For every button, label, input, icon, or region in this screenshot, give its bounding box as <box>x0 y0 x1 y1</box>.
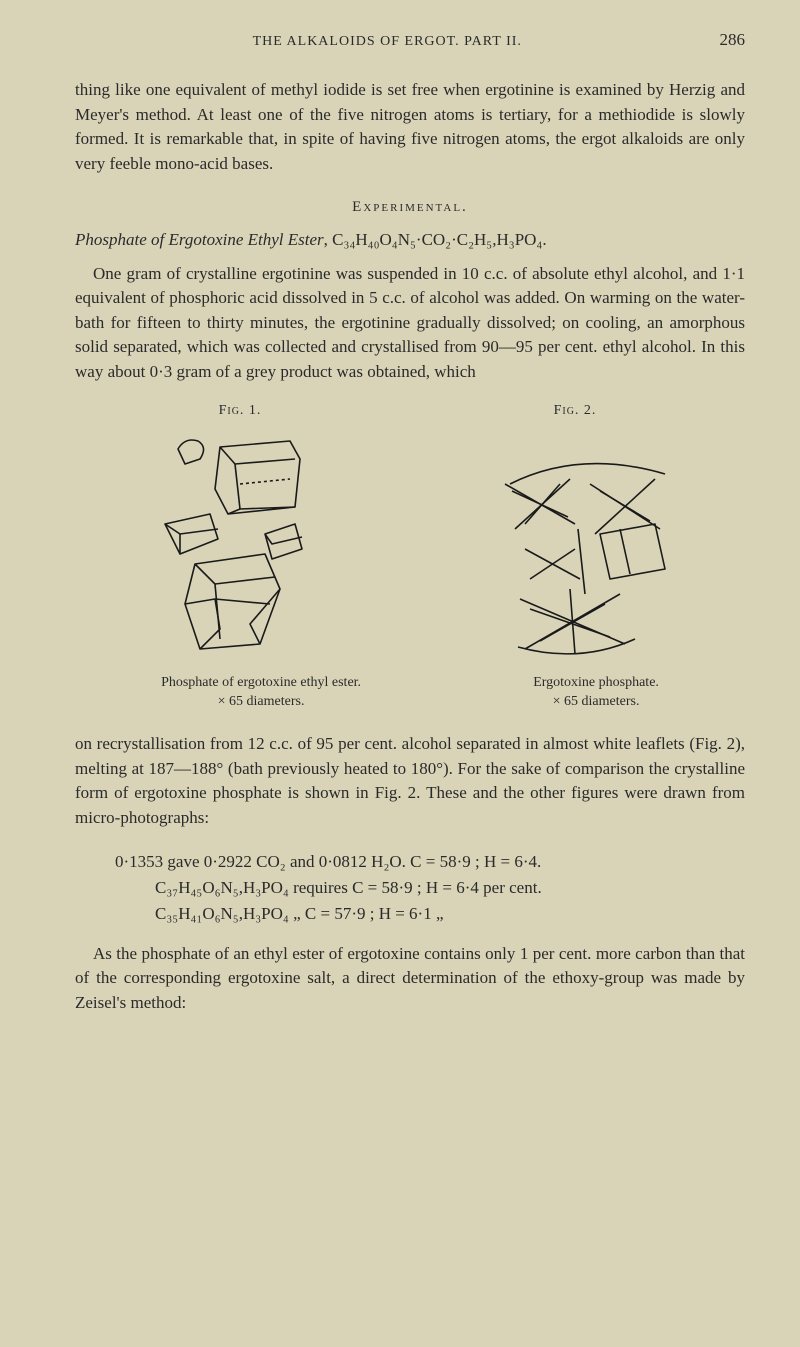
figure-1-caption-line2: × 65 diameters. <box>218 694 305 709</box>
figure-1-block: Fig. 1. <box>140 403 340 659</box>
figure-1-drawing <box>140 429 340 659</box>
section-heading: Experimental. <box>75 199 745 216</box>
figure-2-caption: Ergotoxine phosphate. × 65 diameters. <box>533 673 659 712</box>
figure-2-block: Fig. 2. <box>470 403 680 659</box>
header-row: THE ALKALOIDS OF ERGOT. PART II. 286 <box>75 30 745 50</box>
figure-2-drawing <box>470 429 680 659</box>
figure-2-caption-line2: × 65 diameters. <box>553 694 640 709</box>
caption-row: Phosphate of ergotoxine ethyl ester. × 6… <box>75 673 745 712</box>
calc-line-3: C₃₅H₄₁O₆N₅,H₃PO₄ „ C = 57·9 ; H = 6·1 „ <box>155 901 745 927</box>
figure-1-label: Fig. 1. <box>219 403 262 419</box>
ester-title-formula: , C₃₄H₄₀O₄N₅·CO₂·C₂H₅,H₃PO₄. <box>324 230 547 249</box>
figures-row: Fig. 1. <box>75 403 745 659</box>
ester-title: Phosphate of Ergotoxine Ethyl Ester, C₃₄… <box>75 230 745 250</box>
figure-2-caption-line1: Ergotoxine phosphate. <box>533 675 659 690</box>
paragraph-1: thing like one equivalent of methyl iodi… <box>75 78 745 177</box>
figure-2-label: Fig. 2. <box>554 403 597 419</box>
calculation-block: 0·1353 gave 0·2922 CO₂ and 0·0812 H₂O. C… <box>115 849 745 928</box>
figure-1-caption-line1: Phosphate of ergotoxine ethyl ester. <box>161 675 361 690</box>
paragraph-3: One gram of crystalline ergotinine was s… <box>75 262 745 385</box>
page-number: 286 <box>720 30 746 50</box>
paragraph-4: on recrystallisation from 12 c.c. of 95 … <box>75 732 745 831</box>
page-container: THE ALKALOIDS OF ERGOT. PART II. 286 thi… <box>0 0 800 1347</box>
ester-title-prefix: Phosphate of Ergotoxine Ethyl Ester <box>75 230 324 249</box>
calc-line-1: 0·1353 gave 0·2922 CO₂ and 0·0812 H₂O. C… <box>115 849 745 875</box>
paragraph-5: As the phosphate of an ethyl ester of er… <box>75 942 745 1016</box>
calc-line-2: C₃₇H₄₅O₆N₅,H₃PO₄ requires C = 58·9 ; H =… <box>155 875 745 901</box>
figure-1-caption: Phosphate of ergotoxine ethyl ester. × 6… <box>161 673 361 712</box>
running-header: THE ALKALOIDS OF ERGOT. PART II. <box>75 34 700 50</box>
